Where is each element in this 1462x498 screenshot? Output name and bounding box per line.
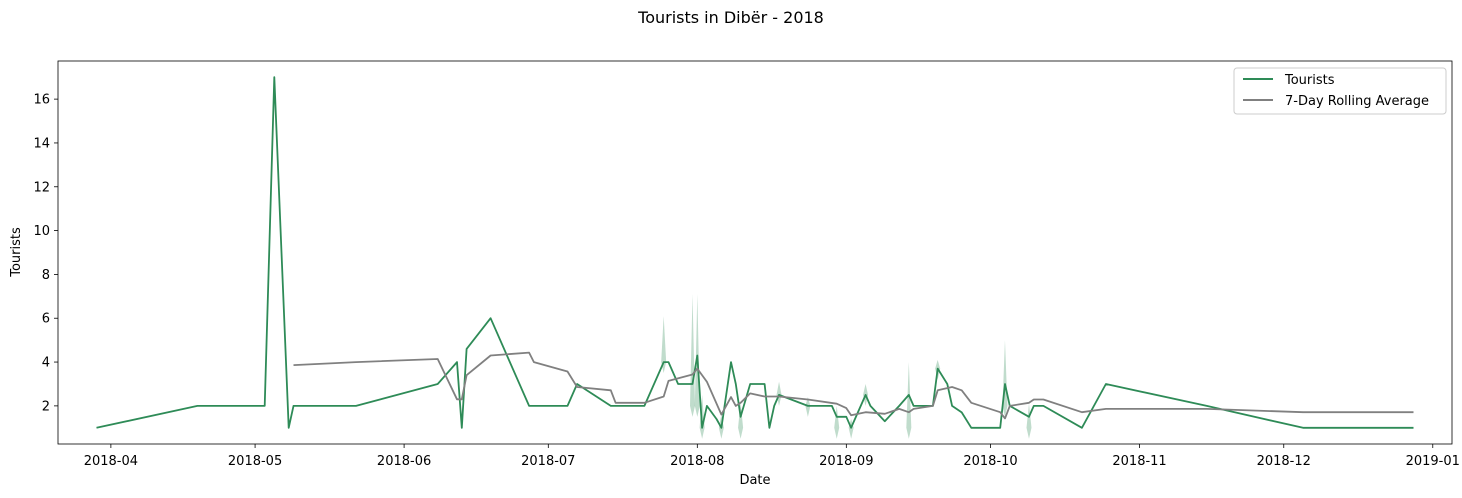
confidence-band	[834, 405, 840, 439]
legend-box	[1233, 67, 1447, 115]
confidence-band	[805, 397, 811, 417]
x-tick-label: 2018-11	[1112, 454, 1166, 469]
confidence-band	[776, 381, 782, 406]
confidence-band	[661, 316, 667, 374]
x-tick-label: 2018-06	[377, 454, 431, 469]
x-tick-label: 2018-10	[963, 454, 1017, 469]
series-lines	[96, 76, 1414, 429]
x-tick-label: 2018-09	[819, 454, 873, 469]
y-tick-label: 2	[42, 399, 50, 414]
x-axis-label: Date	[739, 473, 770, 488]
x-axis: 2018-04 2018-05 2018-06 2018-07 2018-08 2018-…	[84, 444, 1460, 469]
y-axis-label: Tourists	[9, 227, 24, 278]
confidence-band	[690, 294, 696, 417]
legend-label-tourists: Tourists	[1284, 73, 1335, 88]
y-tick-label: 10	[33, 224, 50, 239]
legend-label-rolling-average: 7-Day Rolling Average	[1285, 94, 1429, 109]
series-line-tourists	[96, 76, 1414, 429]
legend: Tourists 7-Day Rolling Average	[1233, 67, 1447, 115]
x-tick-label: 2018-04	[84, 454, 138, 469]
x-tick-label: 2018-05	[228, 454, 282, 469]
plot-frame	[57, 60, 1453, 445]
y-tick-label: 12	[33, 180, 50, 195]
x-tick-label: 2019-01	[1406, 454, 1460, 469]
x-tick-label: 2018-07	[521, 454, 575, 469]
y-tick-label: 6	[42, 312, 50, 327]
y-tick-label: 14	[33, 136, 50, 151]
y-tick-label: 4	[42, 356, 50, 371]
y-axis: 2 4 6 8 10 12 14 16	[33, 93, 58, 414]
confidence-band	[1026, 403, 1032, 439]
x-tick-label: 2018-08	[670, 454, 724, 469]
y-tick-label: 16	[33, 93, 50, 108]
y-tick-label: 8	[42, 268, 50, 283]
chart-title: Tourists in Dibër - 2018	[637, 8, 824, 27]
series-line-rolling-average	[293, 351, 1414, 420]
x-tick-label: 2018-12	[1257, 454, 1311, 469]
confidence-band	[738, 401, 744, 439]
confidence-band	[906, 362, 912, 439]
